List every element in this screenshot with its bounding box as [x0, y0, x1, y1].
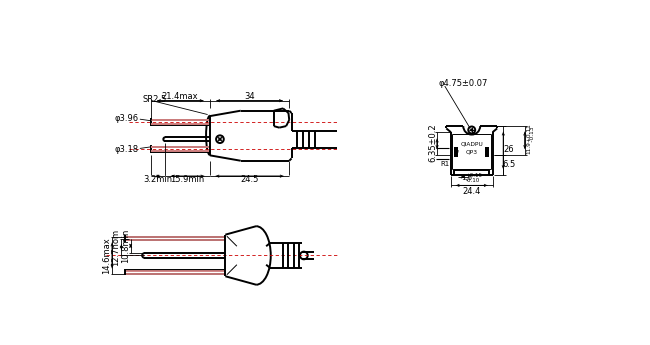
- Text: w: w: [454, 149, 458, 154]
- Text: 6.5: 6.5: [502, 160, 515, 169]
- Text: φ4.75±0.07: φ4.75±0.07: [439, 79, 488, 88]
- Text: 21.4max: 21.4max: [162, 92, 198, 101]
- Text: -0.10: -0.10: [465, 177, 480, 183]
- Circle shape: [219, 138, 221, 140]
- Text: φ3.18: φ3.18: [114, 145, 138, 154]
- Text: φ3.96: φ3.96: [114, 114, 138, 123]
- Text: +0.15: +0.15: [465, 173, 482, 178]
- Text: 24.5: 24.5: [240, 176, 259, 185]
- Text: -0.13: -0.13: [530, 126, 535, 151]
- Bar: [454, 147, 458, 157]
- Text: 14.6max: 14.6max: [102, 237, 111, 274]
- Text: 34: 34: [244, 92, 255, 101]
- Text: R1: R1: [440, 161, 449, 167]
- Text: 1.5: 1.5: [461, 175, 472, 181]
- Text: E: E: [486, 149, 489, 154]
- Text: 26: 26: [503, 146, 514, 155]
- Text: QIADPU: QIADPU: [460, 141, 483, 146]
- Text: 10.8min: 10.8min: [121, 228, 130, 263]
- Text: 6.35±0.2: 6.35±0.2: [429, 124, 437, 162]
- Text: QP3: QP3: [465, 149, 478, 154]
- Text: 12.7nom: 12.7nom: [112, 228, 120, 266]
- Text: 11.9+0.11: 11.9+0.11: [526, 123, 531, 154]
- Text: 24.4: 24.4: [463, 187, 481, 196]
- Bar: [485, 147, 489, 157]
- Circle shape: [471, 129, 473, 131]
- Text: 3.2min: 3.2min: [144, 176, 173, 185]
- Text: SR2.5: SR2.5: [143, 95, 167, 103]
- Text: 15.9min: 15.9min: [170, 176, 205, 185]
